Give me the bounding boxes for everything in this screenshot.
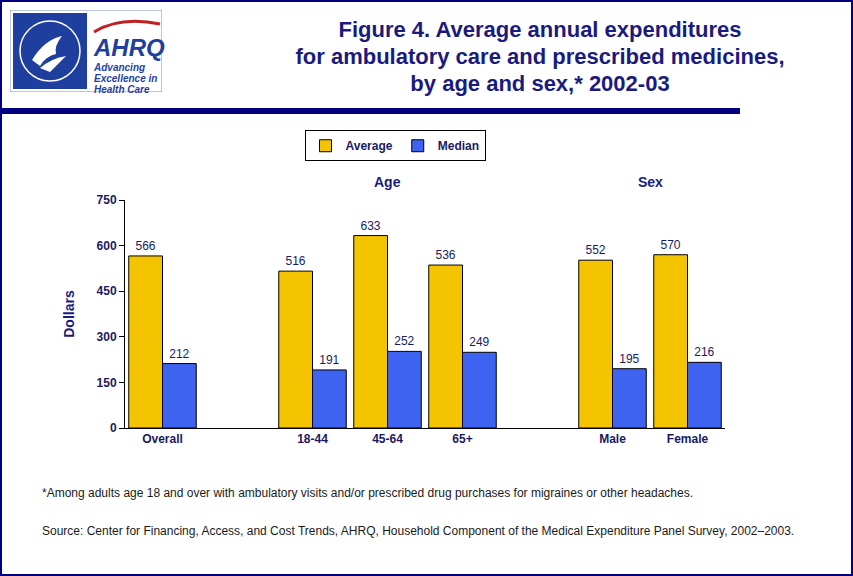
svg-text:18-44: 18-44 bbox=[297, 432, 328, 446]
svg-text:300: 300 bbox=[97, 330, 117, 344]
html-text:AHRQ: AHRQ bbox=[94, 34, 165, 61]
svg-text:45-64: 45-64 bbox=[372, 432, 403, 446]
svg-text:Average: Average bbox=[346, 139, 393, 153]
html-text:*Among adults age 18 and over: *Among adults age 18 and over with ambul… bbox=[42, 486, 693, 500]
svg-text:Male: Male bbox=[599, 432, 626, 446]
svg-text:552: 552 bbox=[585, 243, 605, 257]
svg-text:566: 566 bbox=[135, 239, 155, 253]
svg-text:0: 0 bbox=[110, 421, 117, 435]
svg-text:516: 516 bbox=[285, 254, 305, 268]
svg-text:Female: Female bbox=[667, 432, 709, 446]
html-text:Figure 4. Average annual expen: Figure 4. Average annual expenditures bbox=[338, 17, 742, 42]
svg-text:536: 536 bbox=[435, 248, 455, 262]
html-text:Advancing Excellence in Health: Advancing Excellence in Health Care bbox=[94, 62, 158, 95]
svg-text:150: 150 bbox=[97, 376, 117, 390]
svg-text:Overall: Overall bbox=[142, 432, 183, 446]
svg-text:216: 216 bbox=[694, 345, 714, 359]
html-text:for ambulatory care and prescr: for ambulatory care and prescribed medic… bbox=[295, 44, 785, 69]
svg-text:65+: 65+ bbox=[452, 432, 472, 446]
svg-text:212: 212 bbox=[169, 347, 189, 361]
svg-text:633: 633 bbox=[360, 219, 380, 233]
svg-text:191: 191 bbox=[319, 353, 339, 367]
svg-text:195: 195 bbox=[619, 352, 639, 366]
svg-text:249: 249 bbox=[469, 335, 489, 349]
svg-text:Median: Median bbox=[438, 139, 479, 153]
svg-text:Age: Age bbox=[374, 174, 401, 190]
html-text:Source: Center for Financing,: Source: Center for Financing, Access, an… bbox=[42, 524, 795, 538]
svg-text:Sex: Sex bbox=[638, 174, 663, 190]
svg-text:750: 750 bbox=[97, 193, 117, 207]
svg-text:252: 252 bbox=[394, 334, 414, 348]
svg-text:600: 600 bbox=[97, 239, 117, 253]
svg-text:570: 570 bbox=[660, 238, 680, 252]
svg-text:Dollars: Dollars bbox=[61, 290, 77, 338]
html-text:by age and sex,* 2002-03: by age and sex,* 2002-03 bbox=[410, 71, 670, 96]
svg-text:450: 450 bbox=[97, 284, 117, 298]
